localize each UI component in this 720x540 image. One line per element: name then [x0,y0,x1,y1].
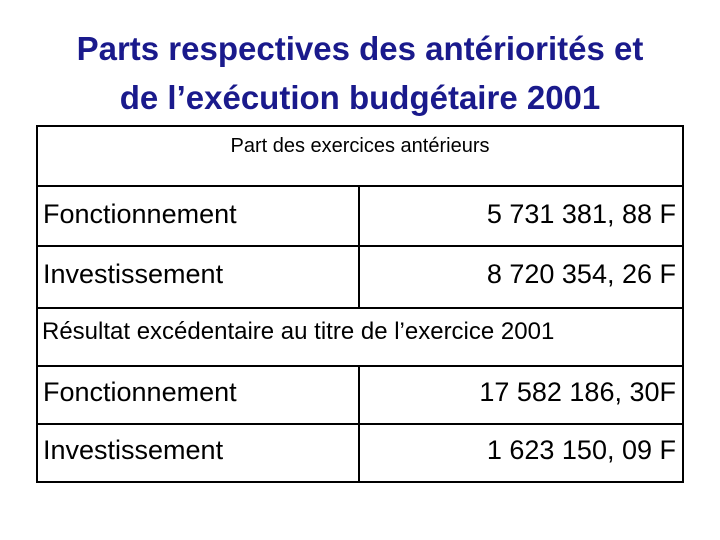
row-label-investissement: Investissement [38,247,360,307]
table-row: Fonctionnement 5 731 381, 88 F [38,187,682,247]
table-row: Investissement 8 720 354, 26 F [38,247,682,307]
section-header-resultat: Résultat excédentaire au titre de l’exer… [38,307,682,367]
table-row: Investissement 1 623 150, 09 F [38,423,682,483]
row-value-investissement: 8 720 354, 26 F [486,259,676,289]
row-label-investissement: Investissement [38,423,360,483]
slide-title-line-1: Parts respectives des antériorités et [76,30,644,67]
slide-title-line-2: de l’exécution budgétaire 2001 [119,79,601,116]
slide-title: Parts respectives des antériorités et de… [0,24,720,122]
row-label-fonctionnement: Fonctionnement [38,187,360,245]
table-row: Fonctionnement 17 582 186, 30F [38,365,682,425]
section-header-anterieurs: Part des exercices antérieurs [38,127,682,187]
budget-table: Part des exercices antérieurs Fonctionne… [36,125,684,483]
row-value-fonctionnement: 17 582 186, 30F [479,377,676,407]
row-value-fonctionnement: 5 731 381, 88 F [486,199,676,229]
row-label-fonctionnement: Fonctionnement [38,365,360,423]
row-value-investissement: 1 623 150, 09 F [486,435,676,465]
